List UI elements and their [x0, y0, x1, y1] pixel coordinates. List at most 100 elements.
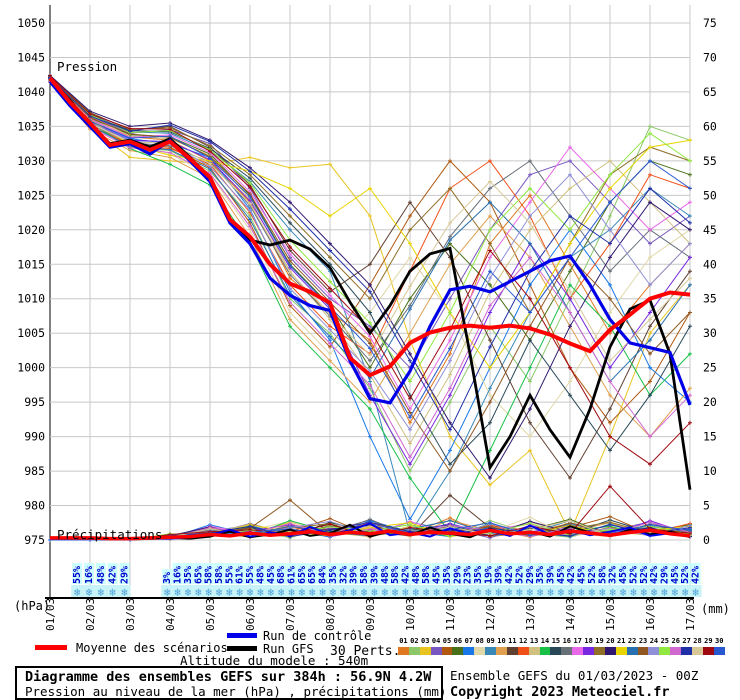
snowflake-icon: ❄: [506, 586, 513, 599]
snowflake-icon: ❄: [620, 586, 627, 599]
prob-group2-label-bg: [431, 563, 442, 584]
pert-11: 11: [506, 637, 518, 655]
snow-prob-label: 39%: [546, 566, 557, 584]
pert-number-label: 12: [519, 637, 528, 645]
snowflake-icon: ❄: [174, 586, 181, 599]
pert-number-label: 06: [453, 637, 463, 645]
gfs-line-swatch: [227, 646, 257, 651]
snowflake-icon: ❄: [121, 586, 128, 599]
pert-color-swatch: [506, 647, 518, 655]
pert-number-label: 10: [497, 637, 506, 645]
snowflake-icon: ❄: [475, 586, 482, 599]
pressure-tick-label: 990: [24, 430, 45, 444]
pert-28: 28: [692, 637, 703, 655]
left-axis-unit: (hPa): [14, 599, 50, 613]
snowflake-icon: ❄: [651, 586, 658, 599]
pert-number-label: 02: [410, 637, 419, 645]
mean-precip-line: [50, 528, 691, 541]
date-label: 08/03: [324, 598, 337, 631]
pert-number-label: 16: [562, 637, 572, 645]
snowflake-icon: ❄: [361, 586, 368, 599]
prob-group2-label-bg: [566, 563, 577, 584]
snowflake-icon: ❄: [433, 586, 440, 599]
snow-prob-label: 58%: [597, 566, 608, 584]
prob-group2-label-bg: [680, 563, 691, 584]
pert-07: 07: [463, 637, 475, 655]
snow-prob-label: 42%: [649, 566, 660, 584]
precip-tick-label: 60: [703, 119, 717, 133]
snow-prob-label: 45%: [618, 566, 629, 584]
snowflake-icon: ❄: [640, 586, 647, 599]
pert-number-label: 23: [638, 637, 648, 645]
snow-prob-label: 23%: [463, 566, 474, 584]
snow-prob-label: 65%: [297, 566, 308, 584]
snow-prob-label: 58%: [390, 566, 401, 584]
precip-tick-label: 40: [703, 257, 717, 271]
pressure-tick-label: 1020: [17, 223, 45, 237]
snowflake-icon: ❄: [692, 586, 699, 599]
pert-number-label: 19: [595, 637, 604, 645]
snow-prob-label: 61%: [287, 566, 298, 584]
pert-04: 04: [430, 637, 442, 655]
precip-tick-label: 30: [703, 326, 717, 340]
prob-group2-label-bg: [638, 563, 649, 584]
snow-prob-label: 58%: [421, 566, 432, 584]
prob-group1-label-bg: [119, 563, 130, 584]
pert-number-label: 30: [715, 637, 724, 645]
snow-prob-label: 58%: [359, 566, 370, 584]
mean-pressure-line: [48, 76, 691, 378]
snowflake-icon: ❄: [537, 586, 544, 599]
snow-prob-label: 48%: [411, 566, 422, 584]
snow-prob-label: 32%: [338, 566, 349, 584]
snowflake-icon: ❄: [97, 586, 104, 599]
snow-prob-label: 16%: [173, 566, 184, 584]
pert-03: 03: [419, 637, 431, 655]
snow-prob-label: 29%: [452, 566, 463, 584]
precip-tick-label: 10: [703, 464, 717, 478]
snowflake-icon: ❄: [216, 586, 223, 599]
pert-color-swatch: [430, 647, 442, 655]
snow-prob-label: 58%: [214, 566, 225, 584]
prob-group2-label-bg: [524, 563, 535, 584]
pert-number-label: 08: [475, 637, 484, 645]
snow-prob-label: 35%: [328, 566, 339, 584]
prob-group2-label-bg: [441, 563, 452, 584]
pressure-tick-label: 1015: [17, 257, 45, 271]
control-pressure-line: [48, 80, 692, 406]
snowflake-icon: ❄: [236, 586, 243, 599]
snow-prob-label: 42%: [566, 566, 577, 584]
snowflake-icon: ❄: [609, 586, 616, 599]
snow-prob-label: 68%: [276, 566, 287, 584]
pert-color-swatch: [681, 647, 693, 655]
snow-prob-label: 45%: [266, 566, 277, 584]
prob-group2-label-bg: [504, 563, 515, 584]
date-label: 14/03: [564, 598, 577, 631]
prob-group2-label-bg: [649, 563, 660, 584]
snowflake-icon: ❄: [309, 586, 316, 599]
pert-color-swatch: [550, 647, 562, 655]
prob-group2-label-bg: [545, 563, 556, 584]
snowflake-icon: ❄: [278, 586, 285, 599]
snowflake-icon: ❄: [319, 586, 326, 599]
pert-color-swatch: [419, 647, 431, 655]
control-line-label: Run de contrôle: [263, 629, 372, 643]
snowflake-icon: ❄: [247, 586, 254, 599]
prob-group2-label-bg: [307, 563, 318, 584]
pressure-tick-label: 995: [24, 395, 45, 409]
pert-23: 23: [637, 637, 649, 655]
pressure-tick-label: 1025: [17, 188, 45, 202]
snow-prob-label: 52%: [680, 566, 691, 584]
precip-tick-label: 50: [703, 188, 717, 202]
snow-prob-label: 55%: [245, 566, 256, 584]
snowflake-icon: ❄: [205, 586, 212, 599]
precip-tick-label: 20: [703, 395, 717, 409]
prob-group2-label-bg: [162, 569, 173, 584]
snowflake-icon: ❄: [267, 586, 274, 599]
date-label: 06/03: [244, 598, 257, 631]
pert-color-swatch: [496, 647, 507, 655]
snowflake-icon: ❄: [392, 586, 399, 599]
snowflake-icon: ❄: [495, 586, 502, 599]
date-label: 12/03: [484, 598, 497, 631]
snowflake-icon: ❄: [350, 586, 357, 599]
